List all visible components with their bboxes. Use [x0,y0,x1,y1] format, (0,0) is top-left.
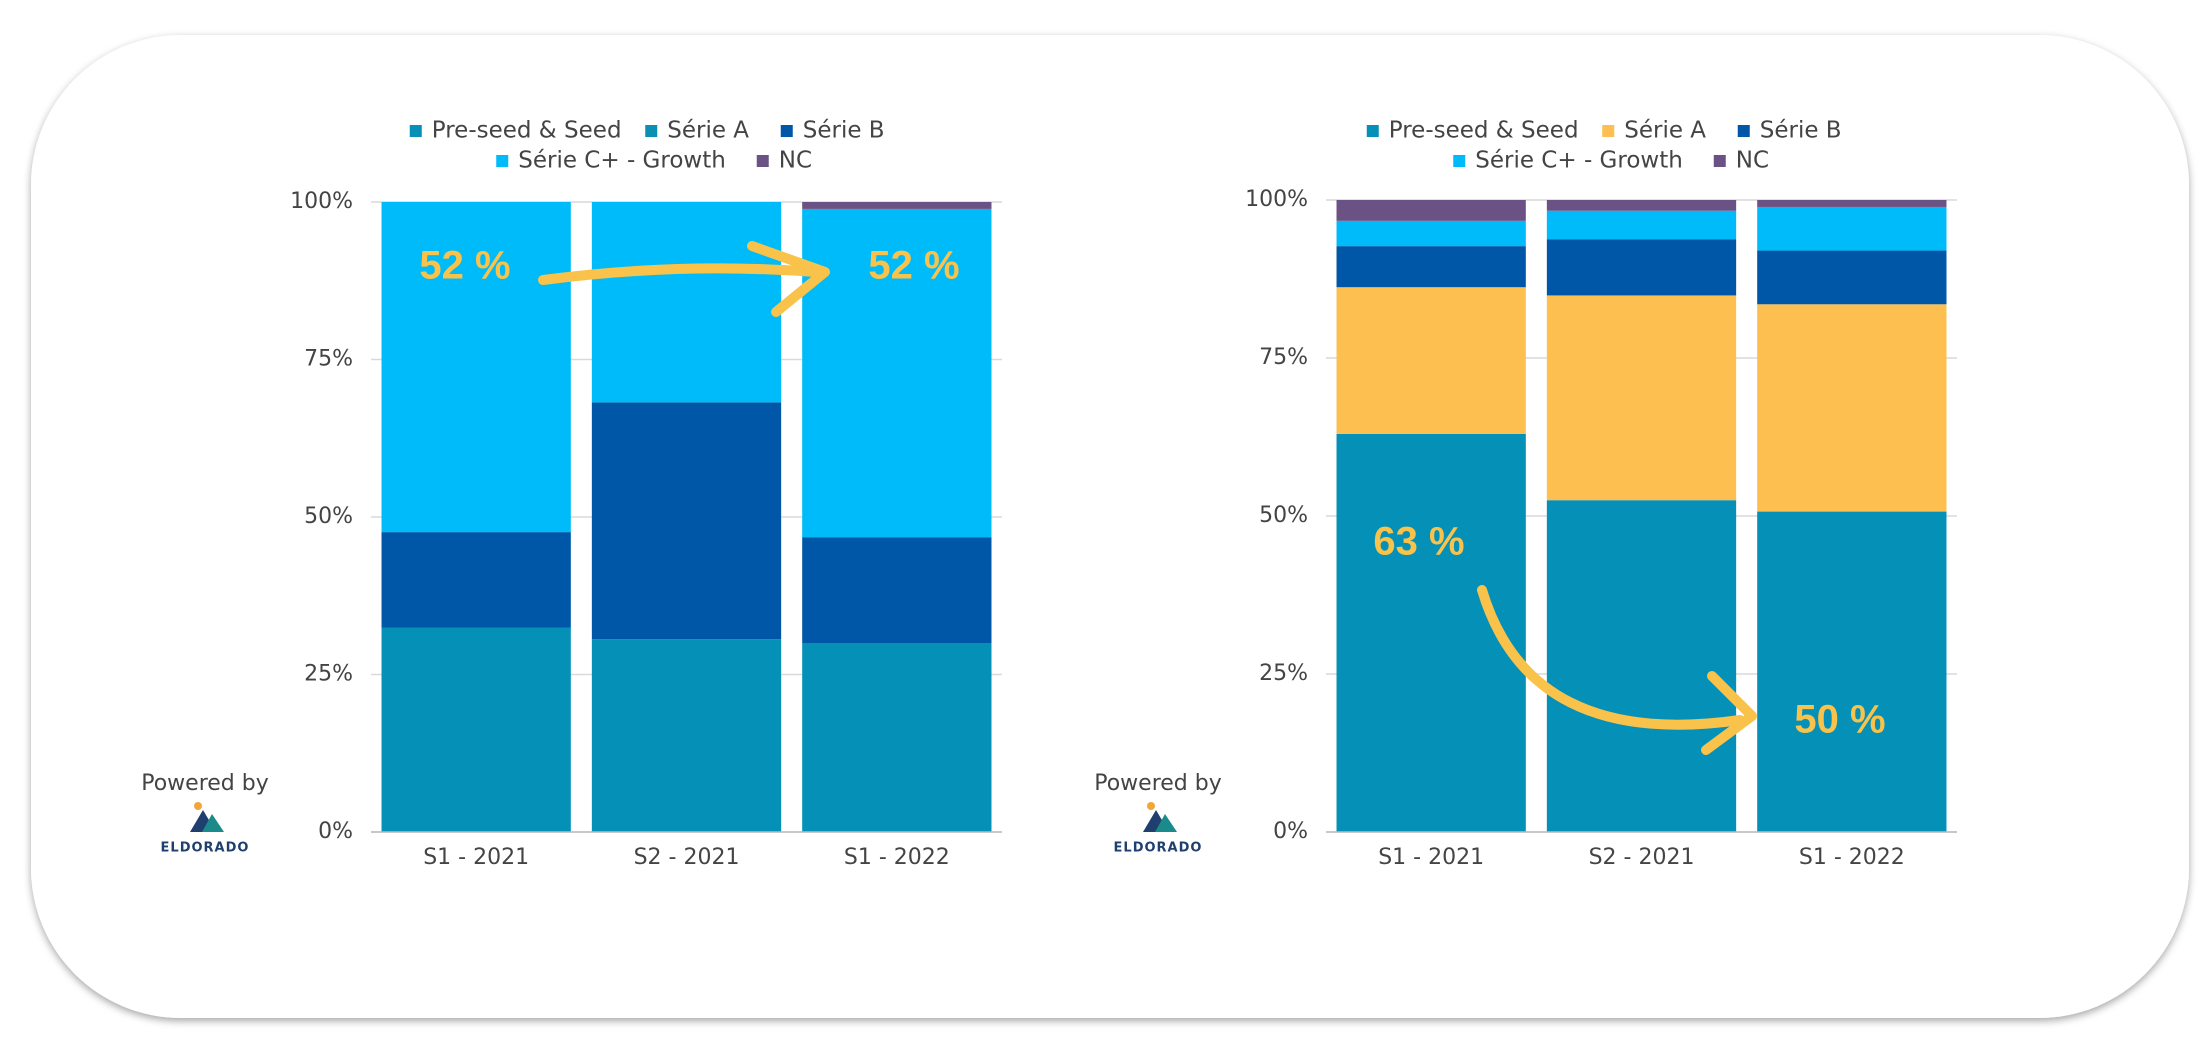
x-tick-label: S2 - 2021 [1589,845,1695,870]
bar-segment [1757,250,1947,305]
legend-label: Pre-seed & Seed [1389,118,1579,144]
bar-segment [1757,304,1947,512]
legend-swatch [409,125,422,137]
y-tick-label: 0% [318,819,353,844]
bar-segment [1546,295,1737,501]
bar-segment [1546,200,1737,211]
y-tick-label: 50% [1259,503,1308,528]
bar-segment [1546,239,1737,296]
legend-swatch [780,125,793,137]
legend-swatch [1602,125,1615,137]
bar-segment [591,202,782,403]
y-tick-label: 0% [1273,819,1308,844]
bar-segment [381,627,571,832]
legend-swatch [1366,125,1379,137]
bar-segment [1336,220,1526,247]
bar-segment [1336,246,1526,288]
legend-swatch [496,155,509,167]
x-tick-label: S1 - 2022 [844,845,950,870]
x-tick-label: S1 - 2021 [1378,845,1484,870]
annotation: 63 % [1373,520,1464,564]
y-tick-label: 75% [304,347,353,372]
x-tick-label: S1 - 2021 [423,845,529,870]
legend-label: Série C+ - Growth [518,148,726,174]
y-tick-label: 100% [1245,187,1308,212]
y-tick-label: 75% [1259,345,1308,370]
powered-by: Powered by [141,771,269,796]
bar-segment [1336,200,1526,221]
bar-segment [802,202,992,209]
logo-text: ELDORADO [161,841,250,856]
x-tick-label: S2 - 2021 [634,845,740,870]
legend-label: Pre-seed & Seed [432,118,622,144]
logo-text: ELDORADO [1114,841,1203,856]
legend-label: Série B [1760,118,1842,144]
bar-segment [591,402,782,640]
y-tick-label: 25% [304,662,353,687]
legend-label: NC [1736,148,1769,174]
legend-label: Série A [1624,118,1706,144]
legend-label: NC [779,148,812,174]
bar-segment [381,202,571,533]
legend-label: Série B [803,118,885,144]
bar-segment [1546,500,1737,832]
legend-swatch [756,155,769,167]
bar-segment [591,639,782,832]
bar-segment [802,643,992,832]
bar-segment [381,532,571,628]
bar-segment [1546,210,1737,240]
legend-swatch [1453,155,1466,167]
x-tick-label: S1 - 2022 [1799,845,1905,870]
y-tick-label: 50% [304,504,353,529]
legend-label: Série C+ - Growth [1475,148,1683,174]
bar-segment [802,208,992,538]
bar-segment [1757,206,1947,251]
annotation: 52 % [419,244,510,288]
bar-segment [1336,287,1526,434]
bar-segment [802,537,992,643]
arrow [538,263,820,285]
arrow-head [747,241,830,317]
legend-swatch [645,125,658,137]
bar-segment [1757,200,1947,207]
powered-by: Powered by [1094,771,1222,796]
y-tick-label: 100% [290,189,353,214]
bar-segment [1757,511,1947,832]
annotation: 52 % [868,244,959,288]
annotation: 50 % [1794,698,1885,742]
legend-label: Série A [667,118,749,144]
arrows [538,241,1757,755]
legend-swatch [1713,155,1726,167]
legend-swatch [1737,125,1750,137]
logo-icon [190,802,1177,832]
arrow-head [1701,671,1757,755]
y-tick-label: 25% [1259,661,1308,686]
arrow [1477,585,1745,730]
